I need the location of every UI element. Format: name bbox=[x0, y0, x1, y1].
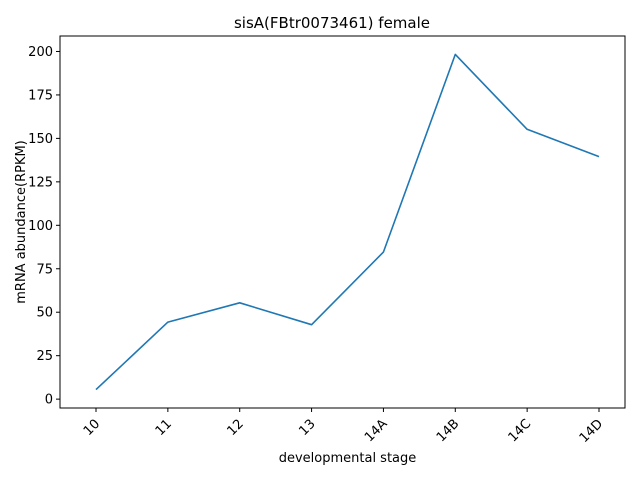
x-tick-label: 13 bbox=[296, 417, 318, 439]
y-tick-label: 50 bbox=[36, 306, 53, 321]
y-tick-label: 200 bbox=[28, 45, 53, 60]
y-tick-label: 175 bbox=[28, 88, 53, 103]
x-tick-label: 11 bbox=[153, 417, 175, 439]
plot-frame bbox=[59, 35, 626, 409]
y-tick-label: 100 bbox=[28, 219, 53, 234]
x-tick-label: 14C bbox=[506, 417, 535, 446]
y-tick-label: 0 bbox=[45, 393, 53, 408]
y-tick-label: 75 bbox=[36, 262, 53, 277]
x-tick-label: 14D bbox=[577, 417, 606, 446]
series-line bbox=[95, 53, 600, 391]
y-tick-label: 150 bbox=[28, 132, 53, 147]
x-tick-label: 12 bbox=[225, 417, 247, 439]
x-tick-label: 14B bbox=[434, 417, 463, 446]
y-tick-label: 125 bbox=[28, 175, 53, 190]
x-tick-label: 10 bbox=[81, 417, 103, 439]
x-axis-title: developmental stage bbox=[279, 451, 417, 466]
x-tick-label: 14A bbox=[362, 417, 391, 446]
y-tick-label: 25 bbox=[36, 349, 53, 364]
y-axis-title: mRNA abundance(RPKM) bbox=[14, 140, 29, 304]
plot-area: 0 25 50 75 100 125 150 175 200 10 11 12 13 14A 14B 14C 1… bbox=[28, 45, 606, 446]
chart-title: sisA(FBtr0073461) female bbox=[234, 14, 430, 32]
